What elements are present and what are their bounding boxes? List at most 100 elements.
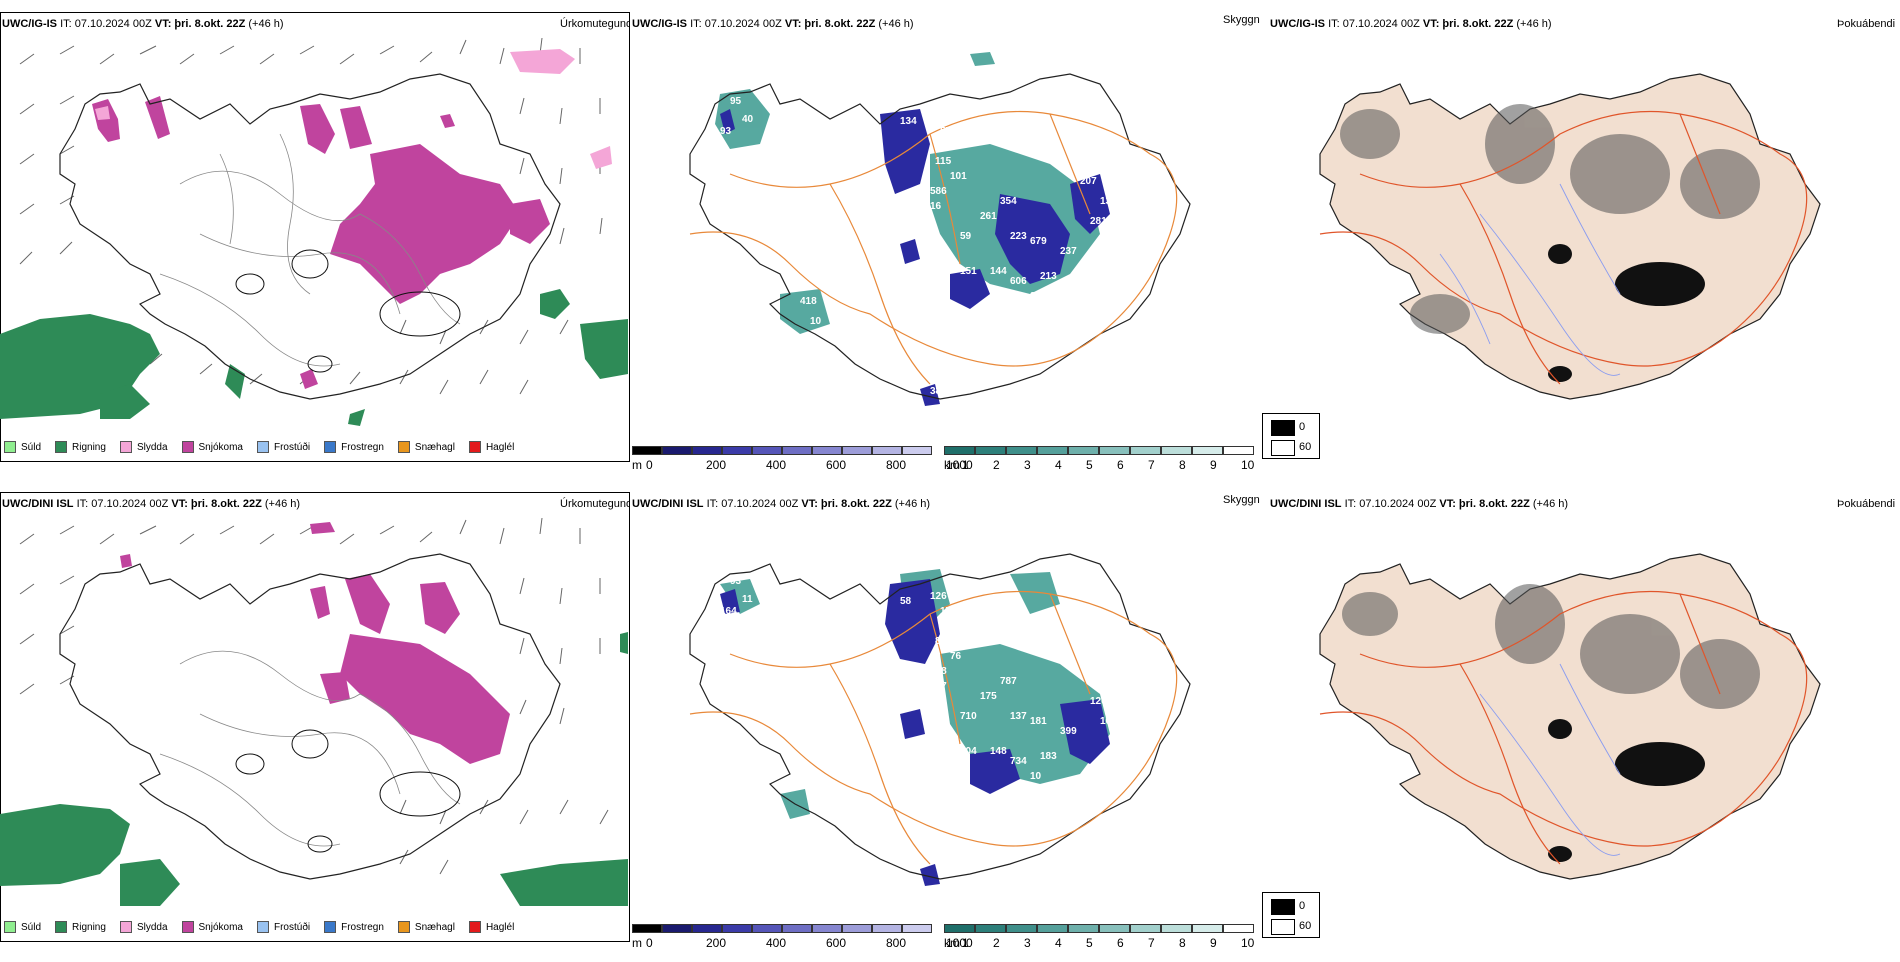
colorbar-tick: 200 <box>706 458 727 472</box>
colorbar-segment <box>1161 446 1192 455</box>
legend-label: Frostregn <box>341 441 384 453</box>
top-row: UWC/IG-IS IT: 07.10.2024 00Z VT: þri. 8.… <box>0 12 1900 482</box>
value-label: 120 <box>1090 696 1107 707</box>
legend-label: Frostúði <box>273 441 311 453</box>
swatch <box>468 921 481 933</box>
colorbar-tick: 800 <box>886 458 907 472</box>
fog-roads <box>1319 110 1808 385</box>
colorbar-tick: 4 <box>1055 458 1062 472</box>
value-label: 25 <box>870 326 882 337</box>
lead-time: (+46 h) <box>894 498 931 510</box>
coastline <box>689 553 1191 880</box>
legend-item-snjokoma: Snjókoma <box>181 441 243 453</box>
value-label: 175 <box>980 691 997 702</box>
fog-shading <box>1340 104 1760 334</box>
init-time: IT: 07.10.2024 00Z <box>1328 18 1420 30</box>
coastline <box>689 73 1191 400</box>
value-label: 710 <box>960 711 977 722</box>
model-name: UWC/DINI ISL <box>632 498 704 510</box>
panel-name: Úrkomutegund <box>560 18 630 30</box>
fog-panel-top: UWC/IG-IS IT: 07.10.2024 00Z VT: þri. 8.… <box>1260 12 1900 482</box>
model-name: UWC/IG-IS <box>1270 18 1325 30</box>
value-label: 177 <box>940 606 957 617</box>
value-label: 148 <box>990 746 1007 757</box>
fog-map <box>1319 553 1821 880</box>
colorbar-segment <box>975 446 1006 455</box>
init-time: IT: 07.10.2024 00Z <box>690 18 782 30</box>
value-label: 84 <box>935 636 947 647</box>
legend-item-frostregn: Frostregn <box>324 921 384 933</box>
swatch <box>324 921 337 933</box>
colorbar-segment <box>842 924 872 933</box>
colorbar-tick: 10 <box>1241 936 1255 950</box>
colorbar-tick: 0 <box>646 936 653 950</box>
colorbar-segment <box>1192 924 1223 933</box>
coastline <box>59 73 561 400</box>
bottom-row: UWC/DINI ISL IT: 07.10.2024 00Z VT: þri.… <box>0 492 1900 962</box>
colorbar-tick: 400 <box>766 458 787 472</box>
init-time: IT: 07.10.2024 00Z <box>706 498 799 510</box>
legend-label: Snæhagl <box>414 921 455 933</box>
panel-name: Skyggni <box>1223 494 1260 506</box>
legend-item-slydda: Slydda <box>119 441 168 453</box>
legend-item-frostregn: Frostregn <box>324 441 384 453</box>
colorbar-segment <box>782 446 812 455</box>
value-label: 11 <box>742 594 753 605</box>
colorbar-segment <box>722 924 752 933</box>
fog-legend-label: 0 <box>1299 421 1306 433</box>
value-label: 218 <box>1030 291 1047 302</box>
value-label: 101 <box>950 171 967 182</box>
value-label: 237 <box>1060 246 1077 257</box>
legend-label: Snæhagl <box>414 441 455 453</box>
ceiling-colorbar <box>632 446 932 455</box>
legend-item-rigning: Rigning <box>55 441 106 453</box>
colorbar-tick: 1 <box>962 458 969 472</box>
colorbar-unit: m <box>632 458 642 472</box>
value-label: 586 <box>930 186 947 197</box>
colorbar-tick: 4 <box>1055 936 1062 950</box>
precip-frame <box>0 492 630 942</box>
swatch <box>4 921 16 933</box>
value-label: 97 <box>1080 656 1092 667</box>
fog-panel-bottom: UWC/DINI ISL IT: 07.10.2024 00Z VT: þri.… <box>1260 492 1900 962</box>
value-label: 155 <box>920 696 937 707</box>
panel-name: Úrkomutegund <box>560 498 630 510</box>
value-label: 57 <box>940 126 952 137</box>
colorbar-segment <box>975 924 1006 933</box>
visibility-panel-bottom: UWC/DINI ISL IT: 07.10.2024 00Z VT: þri.… <box>630 492 1260 962</box>
panel-title: UWC/DINI ISL IT: 07.10.2024 00Z VT: þri.… <box>2 498 300 510</box>
legend-item-sudd: Súld <box>4 921 41 933</box>
fog-legend-swatch <box>1271 420 1295 436</box>
visibility-colorbar <box>944 924 1254 933</box>
value-label: 734 <box>1010 756 1027 767</box>
panel-title: UWC/DINI ISL IT: 07.10.2024 00Z VT: þri.… <box>1270 498 1568 510</box>
value-label: 137 <box>930 681 947 692</box>
contours <box>159 650 461 847</box>
fog-dense <box>1548 244 1705 382</box>
colorbar-segment <box>1037 446 1068 455</box>
colorbar-tick: 10 <box>1241 458 1255 472</box>
value-label: 10 <box>810 316 822 327</box>
value-label: 10 <box>920 216 932 227</box>
value-label: 174 <box>1100 676 1117 687</box>
value-label: 144 <box>990 266 1007 277</box>
valid-time: VT: þri. 8.okt. 22Z <box>1439 498 1530 510</box>
value-label: 399 <box>1060 726 1077 737</box>
model-name: UWC/DINI ISL <box>1270 498 1342 510</box>
value-label: 418 <box>800 296 817 307</box>
colorbar-segment <box>1130 446 1161 455</box>
colorbar-tick: 2 <box>993 936 1000 950</box>
value-label: 138 <box>1100 196 1117 207</box>
fog-legend-swatch <box>1271 440 1295 456</box>
value-label: 137 <box>1010 711 1027 722</box>
colorbar-segment <box>812 446 842 455</box>
colorbar-tick: 600 <box>826 458 847 472</box>
colorbar-segment <box>1192 446 1223 455</box>
value-label: 58 <box>900 596 912 607</box>
legend-item-frostudi: Frostúði <box>256 441 311 453</box>
colorbar-tick: 9 <box>1210 458 1217 472</box>
fog-legend-label: 60 <box>1299 441 1312 453</box>
colorbar-segment <box>944 924 975 933</box>
